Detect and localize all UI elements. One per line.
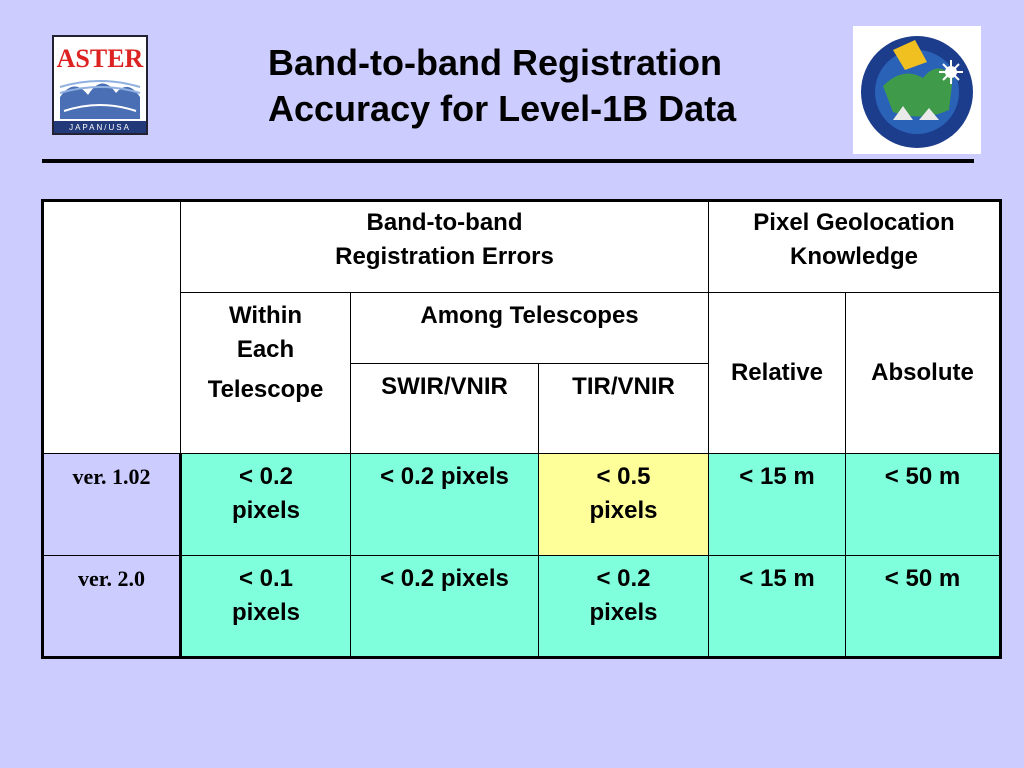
- header-relative: Relative: [708, 292, 846, 454]
- title-line-2: Accuracy for Level-1B Data: [268, 88, 737, 129]
- page-title: Band-to-band Registration Accuracy for L…: [268, 40, 736, 132]
- header-row-3: SWIR/VNIR TIR/VNIR: [43, 363, 1001, 454]
- cell-within: < 0.2 pixels: [179, 453, 351, 556]
- cell-relative: < 15 m: [708, 453, 846, 556]
- aster-logo-wordmark: ASTER: [57, 44, 144, 73]
- table-row: ver. 2.0 < 0.1 pixels < 0.2 pixels < 0.2…: [42, 555, 1001, 658]
- cell-swir: < 0.2 pixels: [350, 453, 539, 556]
- header-swir-vnir: SWIR/VNIR: [350, 363, 539, 454]
- cell-tir-unit: pixels: [589, 599, 658, 626]
- cell-tir-unit: pixels: [589, 497, 658, 524]
- eos-logo-text: EOS TERRA: [959, 48, 981, 59]
- header-band-registration: Band-to-band Registration Errors: [180, 200, 709, 293]
- header-band-line-2: Registration Errors: [335, 243, 554, 270]
- cell-within-unit: pixels: [231, 599, 301, 626]
- header-pixel-geolocation: Pixel Geolocation Knowledge: [708, 200, 1001, 293]
- cell-swir: < 0.2 pixels: [350, 555, 539, 658]
- cell-relative: < 15 m: [708, 555, 846, 658]
- cell-within-value: < 0.1: [238, 565, 294, 592]
- cell-within: < 0.1 pixels: [179, 555, 351, 658]
- header-tir-vnir: TIR/VNIR: [538, 363, 709, 454]
- corner-cell: [42, 200, 181, 454]
- header-within-telescope: Within Each Telescope: [180, 292, 351, 454]
- title-divider: [42, 159, 974, 163]
- cell-tir-value: < 0.5: [596, 463, 651, 490]
- cell-absolute: < 50 m: [845, 453, 1001, 556]
- title-line-1: Band-to-band Registration: [268, 42, 722, 83]
- aster-logo-subtext: JAPAN/USA: [69, 123, 131, 132]
- eos-terra-patch-icon: EOS TERRA: [861, 36, 1017, 148]
- header-geo-line-1: Pixel Geolocation: [753, 209, 955, 236]
- cell-tir-highlight: < 0.5 pixels: [538, 453, 709, 556]
- within-line-3: Telescope: [207, 376, 324, 403]
- cell-within-value: < 0.2: [238, 463, 294, 490]
- header-absolute: Absolute: [845, 292, 1001, 454]
- row-label-ver-2-0: ver. 2.0: [42, 555, 181, 658]
- aster-logo: ASTER JAPAN/USA: [52, 35, 148, 135]
- cell-absolute: < 50 m: [845, 555, 1001, 658]
- header-row-1: Band-to-band Registration Errors Pixel G…: [42, 200, 1001, 454]
- cell-within-unit: pixels: [231, 497, 301, 524]
- row-label-ver-1-02: ver. 1.02: [42, 453, 181, 556]
- header-row-2: Within Each Telescope Among Telescopes R…: [43, 292, 1001, 454]
- within-line-2: Each: [236, 336, 295, 363]
- header-geo-line-2: Knowledge: [789, 243, 918, 270]
- table-row: ver. 1.02 < 0.2 pixels < 0.2 pixels < 0.…: [42, 453, 1001, 556]
- header-among-telescopes: Among Telescopes: [350, 292, 709, 364]
- accuracy-table: Band-to-band Registration Errors Pixel G…: [41, 199, 1002, 659]
- cell-tir: < 0.2 pixels: [538, 555, 709, 658]
- eos-terra-logo: EOS TERRA: [853, 26, 1017, 154]
- cell-tir-value: < 0.2: [596, 565, 651, 592]
- aster-logo-icon: ASTER JAPAN/USA: [54, 44, 146, 133]
- header-band-line-1: Band-to-band: [366, 209, 523, 236]
- within-line-1: Within: [228, 302, 303, 329]
